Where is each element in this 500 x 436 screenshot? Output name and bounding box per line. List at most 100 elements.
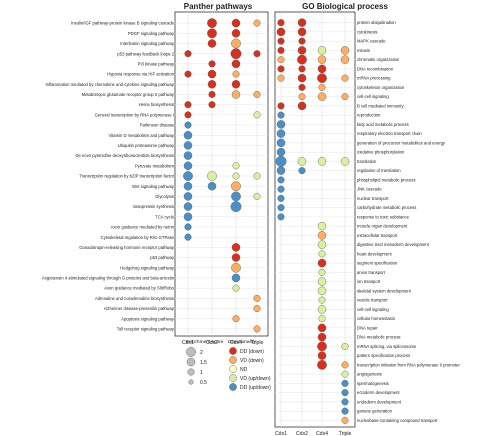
enrichment-dot	[208, 60, 216, 68]
enrichment-dot	[317, 46, 327, 55]
enrichment-dot	[317, 157, 327, 166]
enrichment-dot	[231, 38, 241, 49]
enrichment-dot	[184, 101, 192, 109]
enrichment-dot	[184, 111, 192, 119]
direction-legend-label: VD (down)	[240, 358, 264, 364]
size-legend-title: Enrichment score	[186, 339, 224, 345]
enrichment-dot	[207, 80, 217, 89]
enrichment-dot	[317, 221, 327, 231]
enrichment-dot	[317, 332, 327, 342]
enrichment-dot	[230, 201, 242, 212]
enrichment-dot	[297, 101, 307, 111]
size-legend-dot	[186, 357, 196, 367]
term-label: anion transport	[357, 270, 386, 275]
enrichment-dot	[277, 102, 285, 110]
enrichment-dot	[253, 294, 261, 302]
enrichment-dot	[207, 39, 217, 48]
enrichment-dot	[208, 90, 216, 98]
column-label: Triple	[251, 340, 264, 346]
column-label: Cdx2	[296, 431, 308, 436]
enrichment-dot	[184, 233, 192, 241]
enrichment-dot	[297, 73, 307, 83]
term-label: segment specification	[357, 261, 398, 266]
enrichment-dot	[184, 223, 192, 231]
enrichment-dot	[297, 27, 307, 37]
term-label: De novo pyrimidine deoxyribonucleotide b…	[76, 153, 174, 158]
term-label: Hedgehog signaling pathway	[120, 265, 175, 270]
enrichment-dot	[341, 74, 349, 82]
term-label: DNA metabolic process	[357, 335, 401, 340]
enrichment-dot	[341, 407, 349, 415]
term-label: respiratory electron transport chain	[357, 131, 422, 136]
enrichment-dot	[253, 172, 261, 180]
enrichment-dot	[231, 18, 241, 28]
panther-panel: Panther pathways Cdx1 Cdx2 Cdx4 Triple Insul…	[42, 2, 269, 346]
term-label: nuclear transport	[357, 196, 389, 201]
size-legend-label: 1	[200, 370, 203, 376]
enrichment-dot	[184, 121, 192, 129]
term-label: vesicle transport	[357, 298, 388, 303]
enrichment-dot	[276, 166, 286, 175]
term-label: transcription initiation from RNA polyme…	[357, 362, 460, 367]
direction-legend-dot	[229, 356, 237, 364]
term-label: Interleukin signaling pathway	[120, 41, 175, 46]
enrichment-dot	[341, 416, 349, 424]
term-label: cellular homeostasis	[357, 316, 395, 321]
direction-legend-dot	[229, 374, 237, 382]
enrichment-dot	[277, 213, 285, 221]
enrichment-dot	[207, 181, 217, 191]
enrichment-dot	[184, 50, 192, 58]
term-label: Axon guidance mediated by netrin	[111, 225, 175, 230]
go-panel-title: GO Biological process	[302, 2, 388, 11]
term-label: Alzheimer disease-presenilin pathway	[104, 306, 175, 311]
term-label: DNA repair	[357, 325, 378, 330]
enrichment-dot	[231, 90, 241, 99]
term-label: DNA recombination	[357, 66, 394, 71]
term-label: Toll receptor signaling pathway	[117, 327, 175, 332]
enrichment-dot	[317, 286, 327, 296]
enrichment-dot	[298, 93, 306, 101]
panel-frame	[274, 11, 356, 428]
enrichment-dot	[253, 19, 261, 27]
term-label: Insulin/IGF pathway-protein kinase B sig…	[71, 21, 175, 26]
legend: Enrichment score Directionality 2 1.5 1 0.5…	[186, 339, 271, 391]
column-label: Cdx4	[230, 340, 242, 346]
enrichment-dot	[207, 18, 217, 28]
term-label: Wnt signaling pathway	[132, 184, 175, 189]
term-label: cell-cell signaling	[357, 94, 389, 99]
enrichment-dot	[232, 284, 240, 292]
enrichment-dot	[277, 204, 285, 212]
enrichment-dot	[207, 28, 217, 39]
enrichment-dot	[232, 162, 240, 170]
term-label: cytoskeleton organization	[357, 85, 405, 90]
term-label: PI3 kinase pathway	[138, 61, 175, 66]
term-label: MAPK cascade	[357, 39, 386, 44]
enrichment-dot	[207, 171, 217, 181]
enrichment-dot	[318, 83, 326, 91]
term-label: Inflammation mediated by chemokine and c…	[46, 82, 175, 87]
term-label: PDGF signaling pathway	[128, 31, 175, 36]
term-label: General transcription by RNA polymerase …	[95, 112, 174, 117]
enrichment-dot	[232, 70, 240, 78]
enrichment-dot	[253, 90, 261, 98]
term-label: cytokinesis	[357, 29, 377, 34]
column-label: Cdx1	[182, 340, 194, 346]
enrichment-dot	[341, 398, 349, 406]
size-legend-label: 2	[200, 350, 203, 356]
enrichment-dot	[341, 93, 349, 101]
enrichment-dot	[231, 243, 241, 252]
enrichment-dot	[183, 202, 193, 211]
direction-legend-label: ND	[240, 367, 248, 373]
enrichment-dot	[184, 70, 192, 78]
term-label: reproduction	[357, 113, 381, 118]
term-label: regulation of translation	[357, 168, 401, 173]
enrichment-dot	[317, 92, 327, 101]
enrichment-dot	[276, 120, 286, 129]
term-label: carbohydrate metabolic process	[357, 205, 416, 210]
enrichment-dot	[276, 138, 286, 148]
enrichment-dot	[298, 167, 306, 175]
direction-legend-label: DD (up/down)	[240, 385, 271, 391]
enrichment-dot	[253, 111, 261, 119]
enrichment-dot	[341, 379, 349, 387]
